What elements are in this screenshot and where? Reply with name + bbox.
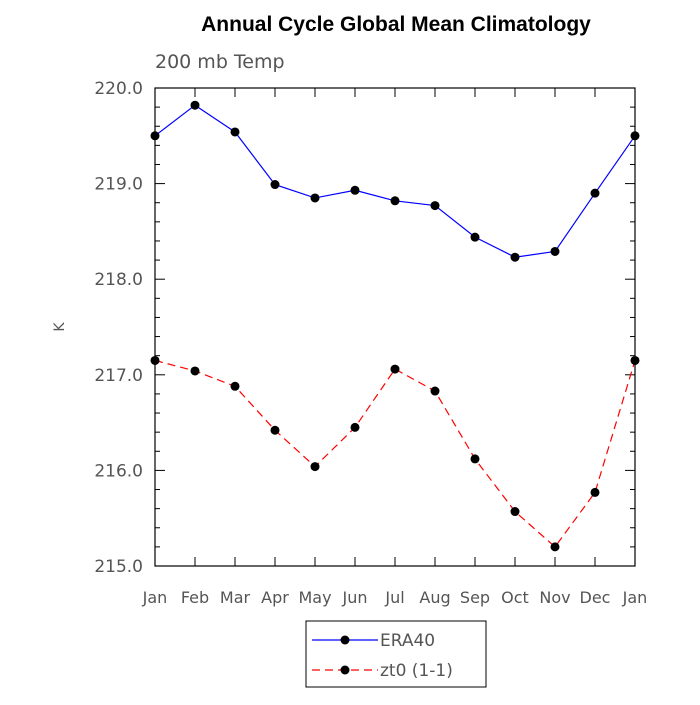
series-2-point <box>430 386 440 396</box>
legend-marker-2 <box>340 665 350 675</box>
series-1-point <box>510 252 520 262</box>
series-2-point <box>390 364 400 374</box>
y-axis-label: K <box>52 322 68 332</box>
series-2-point <box>350 422 360 432</box>
x-tick-label: Oct <box>501 588 529 607</box>
x-tick-labels: Jan Feb Mar Apr May Jun Jul Aug Sep Oct Nov Dec Jan <box>142 588 648 607</box>
x-tick-label: Jul <box>384 588 404 607</box>
x-tick-label: Apr <box>261 588 289 607</box>
series-2-point <box>190 366 200 376</box>
series-2-point <box>230 381 240 391</box>
series-1-point <box>270 180 280 190</box>
series-2-point <box>150 355 160 365</box>
series-1-point <box>310 193 320 203</box>
x-tick-label: Dec <box>580 588 611 607</box>
x-tick-label: Mar <box>220 588 251 607</box>
x-tick-label: Jan <box>142 588 168 607</box>
y-tick-label: 215.0 <box>94 557 143 577</box>
legend-marker-1 <box>340 635 350 645</box>
legend-label-2: zt0 (1-1) <box>380 661 453 681</box>
series-1-point <box>630 131 640 141</box>
axis-ticks <box>154 87 636 567</box>
series-1-point <box>150 131 160 141</box>
legend: ERA40 zt0 (1-1) <box>305 620 487 688</box>
series-2-point <box>270 425 280 435</box>
series-1-point <box>590 188 600 198</box>
y-tick-label: 217.0 <box>94 366 143 386</box>
y-tick-label: 216.0 <box>94 461 143 481</box>
y-tick-label: 220.0 <box>94 79 143 99</box>
y-tick-label: 219.0 <box>94 175 143 195</box>
legend-label-1: ERA40 <box>380 631 435 651</box>
series-2-point <box>590 487 600 497</box>
series-1-point <box>470 232 480 242</box>
series-2-point <box>310 462 320 472</box>
x-tick-label: Jun <box>342 588 368 607</box>
x-tick-label: Nov <box>539 588 570 607</box>
x-tick-label: May <box>298 588 331 607</box>
series-1-point <box>390 196 400 206</box>
chart-subtitle: 200 mb Temp <box>155 51 285 73</box>
plot-frame <box>154 87 636 567</box>
legend-box <box>305 620 487 688</box>
y-tick-label: 218.0 <box>94 270 143 290</box>
series-1-point <box>430 201 440 211</box>
series-lines <box>150 100 640 552</box>
series-2-point <box>470 454 480 464</box>
series-1-point <box>230 127 240 137</box>
series-2-point <box>510 507 520 517</box>
x-tick-label: Aug <box>419 588 450 607</box>
series-1-point <box>190 100 200 110</box>
x-tick-label: Sep <box>460 588 490 607</box>
series-2-point <box>550 542 560 552</box>
y-tick-labels: 215.0 216.0 217.0 218.0 219.0 220.0 <box>94 79 143 577</box>
series-2-point <box>630 355 640 365</box>
x-tick-label: Feb <box>181 588 209 607</box>
chart-title: Annual Cycle Global Mean Climatology <box>201 13 591 36</box>
series-line-2 <box>154 359 636 548</box>
series-1-point <box>350 185 360 195</box>
x-tick-label: Jan <box>622 588 648 607</box>
series-1-point <box>550 246 560 256</box>
series-line-1 <box>154 104 636 258</box>
